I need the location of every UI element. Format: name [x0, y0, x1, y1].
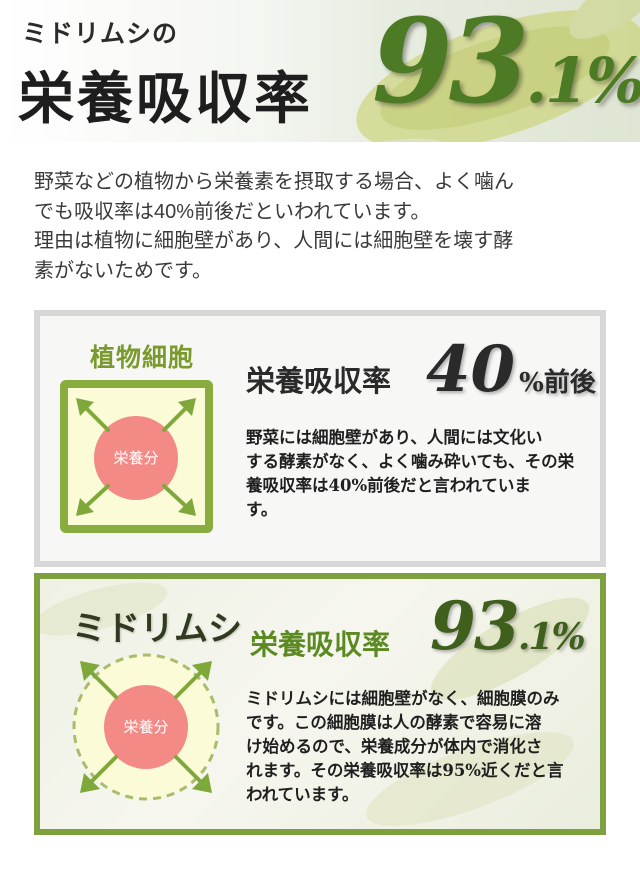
- midorimushi-title: ミドリムシ: [72, 609, 242, 649]
- midori-text-line: け始めるので、栄養成分が体内で消化さ: [246, 737, 543, 756]
- arrow-icon: [162, 484, 196, 516]
- plant-rate-suffix: %前後: [519, 368, 596, 398]
- plant-text-line: す。: [246, 500, 278, 519]
- midorimushi-card: ミドリムシ 栄養分 栄養吸収率 93.1% ミドリムシには細胞壁がなく、細胞膜の…: [34, 573, 606, 835]
- plant-rate-value: 40 %前後: [426, 338, 596, 402]
- hero-rate-dec: .1%: [525, 44, 640, 117]
- hero-banner: ミドリムシの 栄養吸収率 93.1%: [0, 0, 640, 142]
- intro-line: 野菜などの植物から栄養素を摂取する場合、よく噛ん: [34, 171, 514, 193]
- plant-text-line: 野菜には細胞壁があり、人間には文化い: [246, 428, 543, 447]
- nutrient-label: 栄養分: [123, 719, 168, 736]
- midorimushi-description: ミドリムシには細胞壁がなく、細胞膜のみ です。この細胞膜は人の酵素で容易に溶 け…: [246, 687, 591, 807]
- nutrient-circle: [94, 416, 178, 500]
- midorimushi-rate-dec: .1%: [517, 616, 586, 658]
- midori-text-line: われています。: [246, 785, 359, 804]
- midori-text-line: です。この細胞膜は人の酵素で容易に溶: [246, 713, 542, 732]
- arrow-icon: [80, 755, 118, 793]
- plant-rate-heading: 栄養吸収率: [246, 364, 392, 398]
- page-title: 栄養吸収率: [18, 66, 313, 132]
- arrow-icon: [76, 484, 110, 516]
- euglena-background-image: [310, 0, 640, 142]
- intro-line: 理由は植物に細胞壁があり、人間には細胞壁を壊す酵: [34, 230, 514, 252]
- midori-text-line: ミドリムシには細胞壁がなく、細胞膜のみ: [246, 689, 560, 708]
- nutrient-label: 栄養分: [113, 450, 158, 467]
- plant-cell-title: 植物細胞: [90, 343, 195, 372]
- midorimushi-cell-diagram: 栄養分: [72, 653, 220, 801]
- plant-rate-number: 40: [426, 332, 516, 407]
- arrow-icon: [174, 755, 212, 793]
- plant-cell-description: 野菜には細胞壁があり、人間には文化い する酵素がなく、よく噛み砕いても、その栄 …: [246, 426, 586, 522]
- midorimushi-rate-value: 93.1%: [430, 593, 586, 659]
- hero-rate: 93.1%: [372, 4, 640, 120]
- plant-text-line: 養吸収率は40%前後だと言われていま: [246, 476, 531, 495]
- intro-line: 素がないためです。: [34, 259, 212, 282]
- intro-text: 野菜などの植物から栄養素を摂取する場合、よく噛ん でも吸収率は40%前後だといわ…: [34, 168, 614, 286]
- plant-cell-diagram: 栄養分: [60, 380, 213, 533]
- nutrient-circle: [104, 685, 188, 769]
- plant-text-line: する酵素がなく、よく噛み砕いても、その栄: [246, 452, 575, 471]
- arrow-icon: [80, 661, 118, 699]
- plant-cell-svg: 栄養分: [76, 398, 196, 516]
- midorimushi-rate-heading: 栄養吸収率: [250, 628, 391, 661]
- arrow-icon: [76, 398, 110, 432]
- euglena-background-image: [40, 582, 590, 827]
- arrow-icon: [174, 661, 212, 699]
- midori-text-line: れます。その栄養吸収率は95%近くだと言: [246, 761, 564, 780]
- plant-cell-card: 植物細胞 栄養分 栄養吸収率 40 %前後 野菜には細胞壁があり、人間には文化い …: [34, 310, 606, 567]
- hero-subtitle: ミドリムシの: [22, 19, 179, 48]
- hero-rate-int: 93: [372, 0, 529, 130]
- arrow-icon: [162, 398, 196, 432]
- intro-line: でも吸収率は40%前後だといわれています。: [34, 200, 431, 223]
- midorimushi-rate-int: 93: [430, 587, 520, 665]
